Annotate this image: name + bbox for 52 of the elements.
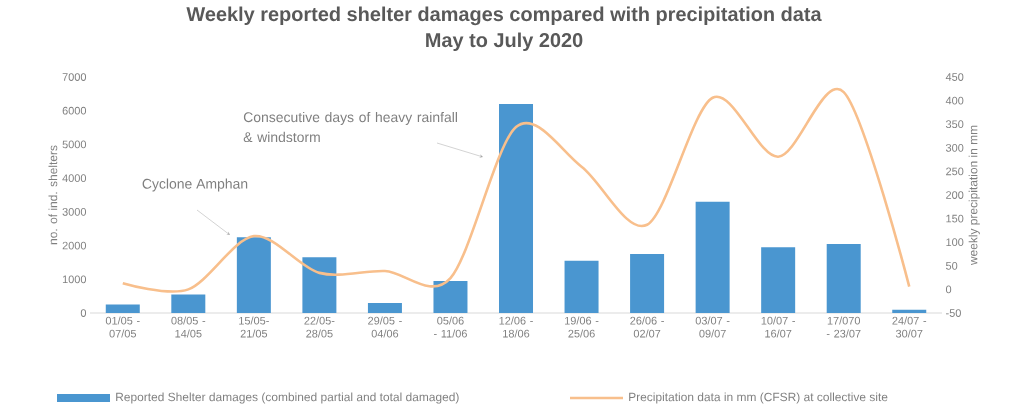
bar — [236, 237, 271, 313]
bar — [433, 280, 468, 313]
y2-tick-label: 450 — [945, 73, 964, 81]
x-tick-label: 12/06 - 18/06 — [499, 316, 533, 338]
bar — [695, 201, 730, 313]
bar — [302, 257, 337, 313]
y-axis-title: no. of ind. shelters — [48, 145, 58, 245]
bar — [171, 294, 206, 313]
annotation: Cyclone Amphan — [142, 178, 248, 192]
x-tick-label: 24/07 - 30/07 — [892, 316, 927, 338]
x-tick-label: 01/05 - 07/05 — [105, 316, 140, 338]
annotation: Consecutive days of heavy rainfall & windstorm — [243, 111, 457, 143]
y2-tick-label: 350 — [945, 120, 964, 129]
y2-tick-label: 150 — [946, 214, 964, 223]
y2-tick-label: 300 — [945, 143, 964, 152]
y-tick-label: 1000 — [62, 275, 87, 284]
x-tick-label: 15/05-21/05 — [239, 316, 269, 338]
x-tick-label: 10/07 - 16/07 — [761, 316, 796, 338]
x-tick-label: 26/06 - 02/07 — [630, 316, 664, 338]
y2-tick-label: -50 — [946, 309, 961, 317]
y2-tick-label: 250 — [946, 167, 964, 176]
y2-tick-label: 100 — [946, 238, 964, 247]
bar — [826, 243, 861, 313]
y2-axis-title: weekly precipitation in mm — [968, 125, 980, 266]
y2-tick-label: 400 — [945, 96, 964, 105]
bar — [367, 302, 402, 313]
y-tick-label: 5000 — [62, 140, 87, 149]
x-tick-label: 03/07 - 09/07 — [695, 316, 730, 338]
legend-label: Precipitation data in mm (CFSR) at collective site — [629, 392, 888, 404]
y-tick-label: 3000 — [62, 207, 87, 216]
x-tick-label: 08/05 - 14/05 — [171, 316, 206, 338]
x-tick-label: 19/06 - 25/06 — [565, 316, 599, 338]
x-tick-label: 22/05-28/05 — [304, 316, 335, 338]
bar — [105, 304, 140, 313]
y-tick-label: 4000 — [62, 174, 87, 183]
y2-tick-label: 200 — [946, 191, 964, 199]
legend-label: Reported Shelter damages (combined partial and total damaged) — [116, 392, 459, 404]
y-tick-label: 6000 — [62, 106, 87, 115]
bar — [564, 260, 599, 313]
chart-subtitle: May to July 2020 — [426, 32, 583, 52]
x-tick-label: 05/06 - 11/06 — [434, 316, 467, 338]
bar — [499, 103, 534, 313]
bar — [761, 247, 796, 313]
chart-title: Weekly reported shelter damages compared with precipitation data — [186, 6, 822, 26]
y-tick-label: 7000 — [62, 73, 87, 81]
x-tick-label: 29/05 - 04/06 — [368, 316, 402, 338]
y2-tick-label: 50 — [945, 261, 958, 270]
y-tick-label: 0 — [80, 309, 87, 317]
y-tick-label: 2000 — [62, 241, 87, 250]
x-tick-label: 17/070 - 23/07 — [826, 316, 861, 338]
bar — [630, 254, 665, 313]
y2-tick-label: 0 — [945, 285, 952, 294]
